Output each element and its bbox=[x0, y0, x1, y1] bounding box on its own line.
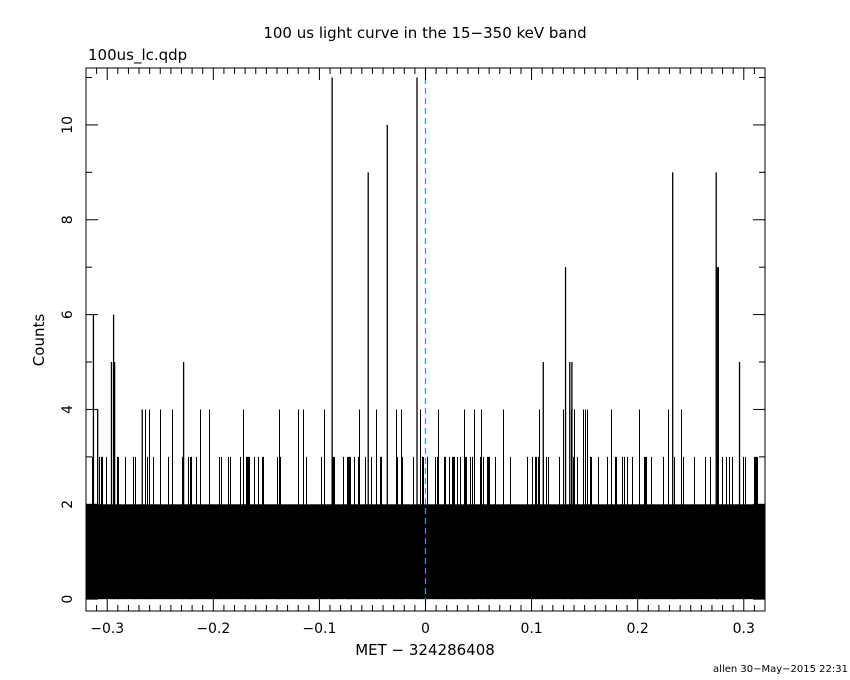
x-tick-label: −0.3 bbox=[90, 621, 124, 637]
chart-subtitle: 100us_lc.qdp bbox=[88, 46, 187, 65]
x-tick-label: 0.1 bbox=[520, 621, 542, 637]
x-tick-label: 0 bbox=[421, 621, 430, 637]
axes-group: −0.3 −0.2 −0.1 0 0.1 0.2 0.3 0 2 4 6 8 10 bbox=[60, 67, 766, 637]
x-tick-label: −0.1 bbox=[302, 621, 336, 637]
y-tick-label: 10 bbox=[60, 116, 76, 134]
chart-title: 100 us light curve in the 15−350 keV ban… bbox=[263, 24, 586, 42]
y-axis-label: Counts bbox=[30, 314, 48, 367]
y-tick-label: 4 bbox=[60, 405, 76, 414]
x-tick-label: 0.3 bbox=[733, 621, 755, 637]
y-tick-label: 2 bbox=[60, 500, 76, 509]
x-tick-label: 0.2 bbox=[627, 621, 649, 637]
x-tick-label: −0.2 bbox=[196, 621, 230, 637]
y-tick-label: 0 bbox=[60, 595, 76, 604]
x-axis-label: MET − 324286408 bbox=[355, 641, 495, 659]
y-tick-label: 6 bbox=[60, 310, 76, 319]
y-tick-label: 8 bbox=[60, 215, 76, 224]
footer-credit: allen 30−May−2015 22:31 bbox=[713, 664, 848, 675]
